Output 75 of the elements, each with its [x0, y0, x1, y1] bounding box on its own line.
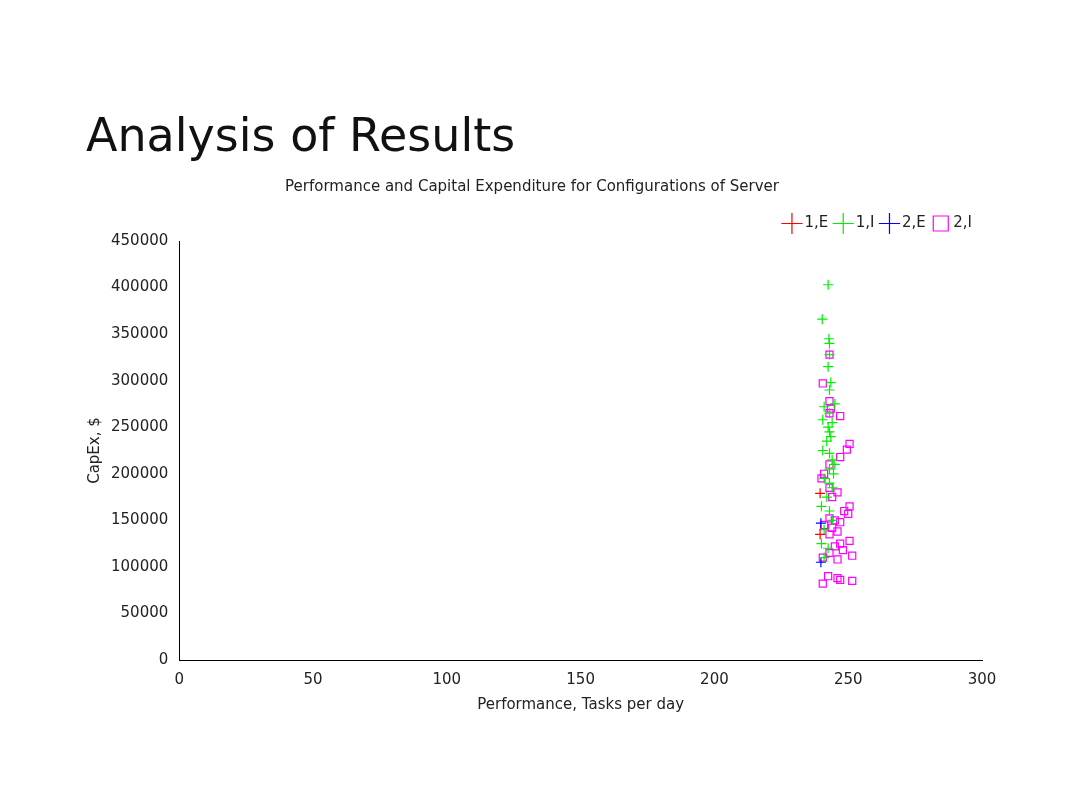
point — [825, 397, 834, 406]
point — [825, 514, 834, 523]
point — [826, 404, 835, 413]
y-tick-label: 350000 — [111, 324, 169, 342]
y-tick-label: 0 — [158, 649, 169, 668]
point — [814, 487, 826, 499]
point — [845, 536, 854, 545]
point — [838, 545, 847, 555]
point — [828, 492, 837, 502]
point — [836, 452, 845, 462]
point — [844, 509, 853, 518]
point — [836, 575, 845, 585]
y-tick-label: 100000 — [111, 556, 169, 575]
point — [825, 530, 834, 539]
point — [833, 527, 842, 536]
point — [817, 474, 826, 483]
chart-subtitle: Performance and Capital Expenditure for Configurations of Server — [285, 176, 780, 195]
x-axis-title: Performance, Tasks per day — [477, 694, 685, 713]
point — [833, 555, 842, 564]
y-tick-label: 400000 — [111, 277, 169, 296]
point — [818, 579, 827, 588]
y-tick-label: 250000 — [111, 417, 169, 436]
legend-label: 2,E — [901, 213, 926, 232]
point — [822, 279, 834, 291]
point — [828, 523, 837, 532]
x-tick-label: 250 — [833, 669, 863, 688]
point — [836, 539, 845, 548]
point — [823, 337, 836, 350]
y-tick-label: 450000 — [111, 230, 169, 249]
point — [814, 528, 826, 540]
x-tick-label: 200 — [700, 669, 729, 688]
y-tick-label: 150000 — [111, 510, 169, 529]
point — [816, 313, 828, 325]
point — [840, 506, 849, 516]
x-tick-label: 100 — [432, 669, 462, 688]
point — [830, 516, 839, 525]
point — [822, 361, 834, 373]
point — [845, 439, 854, 449]
y-tick-label: 50000 — [120, 603, 169, 622]
y-axis-title: CapEx, $ — [84, 417, 103, 484]
point — [848, 576, 857, 585]
point — [819, 520, 829, 530]
point — [825, 548, 834, 558]
point — [825, 483, 834, 492]
point — [826, 514, 838, 526]
point — [829, 398, 841, 410]
legend-label: 2,I — [953, 213, 973, 232]
point — [818, 379, 827, 388]
x-tick-label: 150 — [566, 669, 595, 688]
point — [830, 542, 839, 551]
y-tick-label: 200000 — [111, 463, 169, 482]
point — [842, 445, 852, 454]
point — [848, 551, 857, 560]
point — [826, 416, 838, 429]
point — [825, 460, 834, 469]
point — [819, 469, 829, 478]
point — [823, 384, 836, 396]
point — [821, 491, 833, 503]
point — [824, 572, 833, 581]
point — [829, 458, 841, 471]
x-tick-label: 50 — [303, 669, 323, 688]
point — [833, 488, 842, 497]
point — [845, 502, 854, 511]
legend-label: 1,E — [804, 213, 829, 232]
y-tick-label: 300000 — [111, 370, 169, 389]
chart-title: Analysis of Results — [85, 107, 517, 164]
legend-label: 1,I — [855, 213, 875, 232]
point — [825, 376, 837, 389]
point — [815, 517, 827, 529]
point — [825, 430, 837, 443]
point — [836, 518, 845, 527]
point — [836, 411, 845, 421]
point — [833, 573, 842, 583]
x-tick-label: 300 — [967, 669, 997, 688]
x-tick-label: 0 — [174, 669, 185, 688]
